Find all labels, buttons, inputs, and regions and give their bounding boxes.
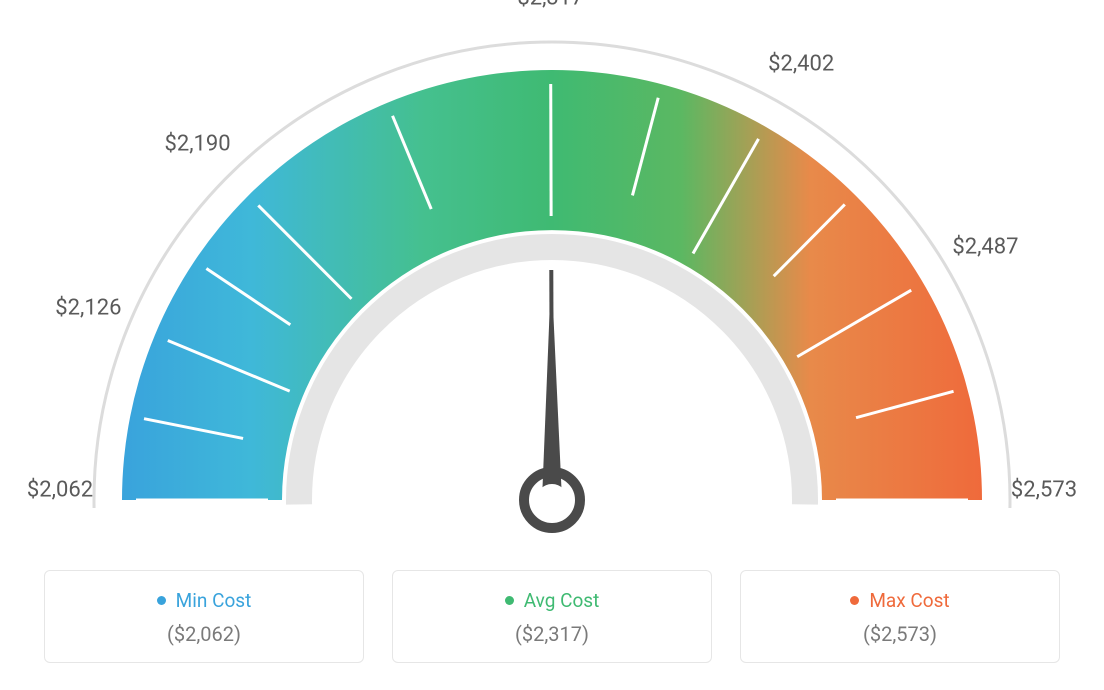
- gauge-tick-label: $2,487: [952, 234, 1018, 259]
- gauge-tick-label: $2,062: [27, 478, 93, 503]
- legend-title-max: Max Cost: [741, 589, 1059, 612]
- gauge-tick-label: $2,402: [768, 52, 834, 77]
- legend-dot-min: [157, 596, 166, 605]
- gauge-tick-label: $2,126: [55, 295, 121, 320]
- legend-dot-max: [850, 596, 859, 605]
- legend-label-max: Max Cost: [869, 589, 949, 612]
- legend-value-min: ($2,062): [45, 622, 363, 646]
- gauge-svg: [0, 0, 1104, 560]
- legend-label-min: Min Cost: [176, 589, 252, 612]
- gauge-chart: $2,062 $2,126 $2,190 $2,317 $2,402 $2,487 $2,5…: [0, 0, 1104, 560]
- gauge-tick-label: $2,573: [1011, 478, 1077, 503]
- legend-value-avg: ($2,317): [393, 622, 711, 646]
- legend-value-max: ($2,573): [741, 622, 1059, 646]
- gauge-tick-label: $2,190: [165, 132, 231, 157]
- legend-title-avg: Avg Cost: [393, 589, 711, 612]
- legend-card-min: Min Cost ($2,062): [44, 570, 364, 663]
- legend-label-avg: Avg Cost: [524, 589, 600, 612]
- legend-card-max: Max Cost ($2,573): [740, 570, 1060, 663]
- legend-title-min: Min Cost: [45, 589, 363, 612]
- gauge-tick-label: $2,317: [517, 0, 583, 11]
- legend-row: Min Cost ($2,062) Avg Cost ($2,317) Max …: [0, 570, 1104, 663]
- legend-card-avg: Avg Cost ($2,317): [392, 570, 712, 663]
- legend-dot-avg: [505, 596, 514, 605]
